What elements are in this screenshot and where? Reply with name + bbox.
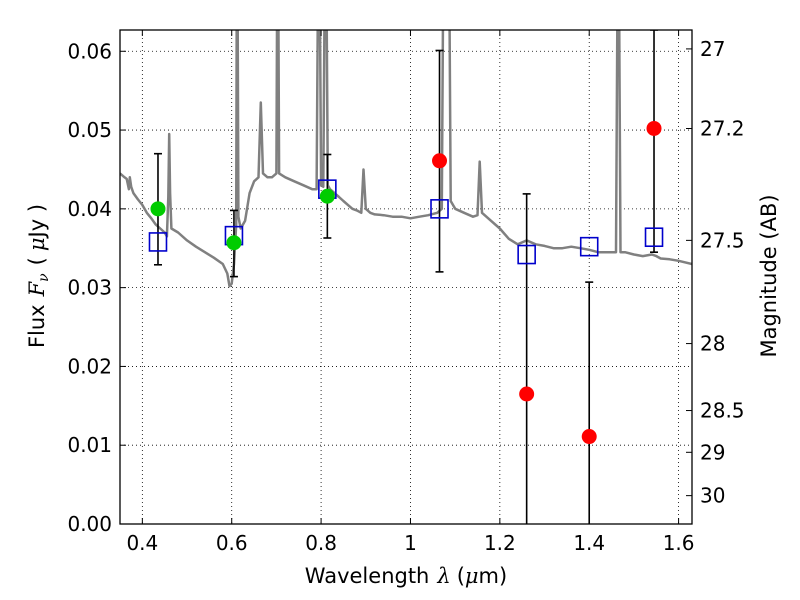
y2-tick-label-6: 30: [700, 484, 725, 508]
model-spectrum: [120, 30, 692, 288]
model-photometry-square-4: [517, 244, 536, 265]
y-axis-title-symbol: F: [25, 280, 49, 297]
detection-point-0: [150, 201, 166, 217]
y-axis-title-unit-rest: Jy ): [25, 204, 49, 240]
y2-tick-label-2: 27.5: [700, 228, 745, 252]
y2-tick-label-3: 28: [700, 332, 725, 356]
x-tick-label-3: 1: [404, 531, 417, 555]
y-tick-label-0: 0.00: [67, 512, 112, 536]
y-axis-title-text: Flux: [25, 304, 49, 348]
plot-border: [119, 29, 693, 525]
x-tick-label-1: 0.6: [216, 531, 248, 555]
y2-tick-label-5: 29: [700, 440, 725, 464]
y-axis-title-unit-open: (: [25, 257, 49, 265]
y-tick-label-6: 0.06: [67, 39, 112, 63]
x-tick-label-0: 0.4: [126, 531, 158, 555]
x-axis-title: Wavelength λ (μm): [305, 564, 507, 588]
x-axis-title-text: Wavelength: [305, 564, 430, 588]
y2-tick-label-4: 28.5: [700, 399, 745, 423]
y-axis-title: Flux Fν ( μJy ): [25, 204, 52, 348]
detection-point-2: [319, 188, 335, 204]
y2-tick-label-0: 27: [700, 37, 725, 61]
x-tick-label-5: 1.4: [573, 531, 605, 555]
x-axis-title-unit-mu: μ: [465, 564, 479, 588]
y-tick-label-5: 0.05: [67, 118, 112, 142]
model-photometry-square-0: [148, 232, 168, 252]
y2-tick-label-1: 27.2: [700, 116, 745, 140]
model-photometry-square-3: [430, 199, 449, 219]
model-photometry-square-5: [579, 236, 599, 257]
y-tick-label-4: 0.04: [67, 197, 112, 221]
x-tick-label-4: 1.2: [484, 531, 516, 555]
model-photometry-square-6: [644, 227, 664, 248]
plot-frame: [119, 29, 693, 525]
error-bars: [153, 30, 659, 524]
detection-point-1: [226, 235, 242, 251]
x-tick-label-2: 0.8: [305, 531, 337, 555]
nondetection-point-3: [646, 120, 662, 136]
grid: [120, 30, 692, 525]
y-tick-label-1: 0.01: [67, 433, 112, 457]
y-axis-title-sub: ν: [36, 273, 52, 282]
nondetection-point-1: [519, 386, 535, 402]
nondetection-point-0: [432, 153, 448, 169]
y-axis-title-unit-mu: μ: [25, 237, 49, 251]
ticks: 0.4 0.6 0.8 1 1.2 1.4 1.6 0.00 0.01 0.02 0.03 0.04 0…: [67, 30, 745, 555]
markers: [148, 120, 664, 445]
y2-axis-title: Magnitude (AB): [757, 194, 781, 357]
y-tick-label-3: 0.03: [67, 276, 112, 300]
x-axis-title-symbol: λ: [436, 564, 450, 588]
x-tick-label-6: 1.6: [663, 531, 695, 555]
x-axis-title-unit-open: (: [457, 564, 465, 588]
x-axis-title-unit-rest: m): [479, 564, 508, 588]
y-tick-label-2: 0.02: [67, 354, 112, 378]
nondetection-point-2: [581, 429, 597, 445]
model-spectrum-line: [120, 30, 692, 288]
